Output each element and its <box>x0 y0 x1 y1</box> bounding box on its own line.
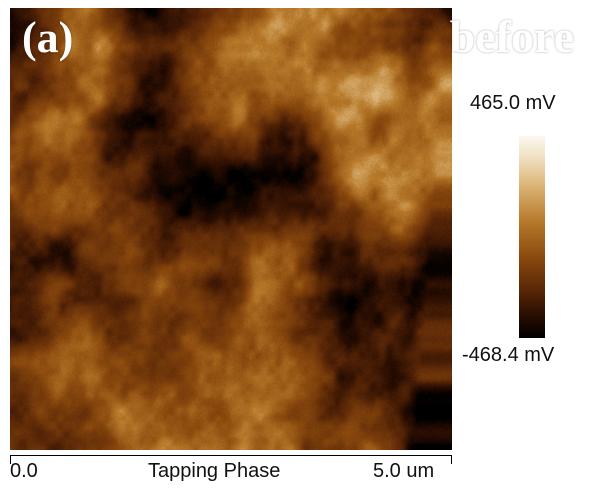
condition-label: before <box>449 11 574 62</box>
afm-phase-image <box>10 8 452 450</box>
colorbar-max-label: 465.0 mV <box>470 92 556 114</box>
colorbar-min-label: -468.4 mV <box>462 344 555 366</box>
axis-end-label: 5.0 um <box>373 460 435 482</box>
axis-title-label: Tapping Phase <box>148 460 281 482</box>
axis-start-label: 0.0 <box>10 460 38 482</box>
panel-label: (a) <box>22 13 74 62</box>
scale-bar <box>10 455 452 464</box>
afm-phase-texture <box>10 8 452 450</box>
phase-colorbar <box>519 136 545 338</box>
